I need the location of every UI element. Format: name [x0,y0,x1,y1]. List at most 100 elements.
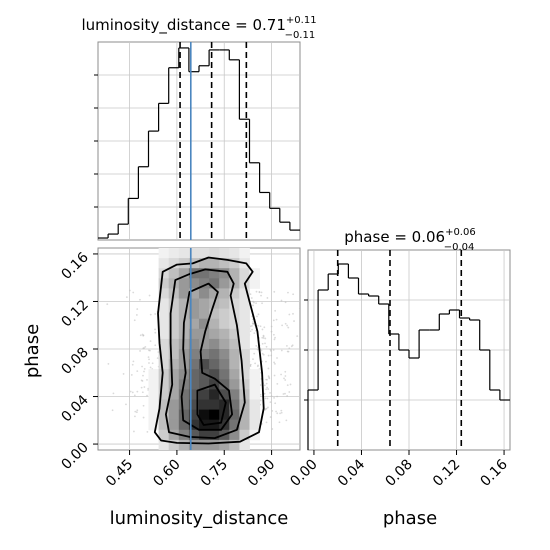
sample-point [287,291,289,294]
density-cell [168,308,180,320]
density-cell [229,248,240,259]
sample-point [287,326,290,329]
sample-point [273,374,276,377]
sample-point [265,360,267,363]
density-cell [219,359,230,370]
density-cell [188,328,200,340]
sample-point [140,386,143,389]
sample-point [136,409,139,412]
sample-point [265,382,268,385]
sample-point [284,379,287,381]
density-cell [148,389,159,400]
sample-point [106,303,109,306]
density-cell [209,258,220,269]
sample-point [273,396,275,399]
density-cell [239,268,250,279]
sample-point [270,325,273,328]
density-cell [219,379,230,390]
sample-point [260,349,263,352]
density-cell [168,419,180,431]
density-cell [209,439,220,450]
sample-point [149,366,152,369]
density-cell [229,369,240,380]
density-cell [178,308,190,320]
sample-point [252,300,254,303]
contour-lines [153,256,265,445]
sample-point [276,357,278,359]
density-cell [199,409,210,421]
density-cell [148,379,159,390]
x-tick-label: 0.04 [335,456,368,489]
sample-point [142,404,145,407]
sample-point [134,410,137,413]
density-cell [239,409,250,421]
density-cell [158,268,170,279]
density-cell [178,268,190,279]
sample-point [272,333,275,336]
density-cell [199,298,210,309]
sample-point [251,322,254,325]
sample-point [259,393,262,396]
x-tick-label: 0.90 [245,457,278,490]
sample-point [281,324,284,327]
density-cell [178,298,190,309]
density-cell [148,419,159,431]
density-cell [199,248,210,259]
density-cell [178,389,190,400]
density-cell [158,369,170,380]
density-cell [188,248,200,259]
sample-point [264,397,267,400]
y-tick-label: 0.00 [58,440,91,473]
sample-point [139,334,142,337]
sample-point [249,363,252,366]
sample-point [280,411,283,414]
density-cell [229,429,240,441]
sample-point [267,375,270,378]
density-cell [188,399,200,410]
sample-point [258,291,261,294]
density-cell [239,328,250,340]
sample-point [253,352,256,355]
density-cell [209,248,220,259]
density-cell [199,429,210,441]
density-cell [229,288,240,299]
sample-point [292,293,295,296]
sample-point [255,290,258,293]
density-cell [209,338,220,350]
density-cell [188,349,200,360]
density-cell [188,278,200,289]
density-cell [178,369,190,380]
sample-point [136,370,139,373]
density-cell [168,258,180,269]
density-cell [168,409,180,421]
sample-point [257,313,260,316]
density-cell [219,369,230,380]
sample-point [133,394,136,397]
y-ticks: 0.00 0.04 0.08 0.12 0.16 [58,249,98,473]
y-axis-label: phase [22,324,43,378]
density-cell [199,258,210,269]
sample-point [284,301,287,304]
sample-point [252,321,254,323]
density-cell [209,318,220,330]
sample-point [331,401,333,403]
density-cell [158,379,170,390]
sample-point [289,383,292,386]
density-cell [219,338,230,350]
sample-point [269,391,272,394]
sample-point [288,391,291,393]
sample-point [134,415,136,418]
density-cell [158,288,170,299]
sample-point [136,308,139,310]
sample-point [139,350,141,352]
density-cell [249,389,260,400]
x-ticks: 0.45 0.60 0.75 0.90 [103,450,278,490]
sample-point [249,330,252,333]
density-cell [239,318,250,330]
sample-point [263,326,266,329]
density-cell [199,338,210,350]
sample-point [267,388,270,390]
sample-point [254,362,257,365]
density-cell [239,349,250,360]
density-cell [239,419,250,431]
